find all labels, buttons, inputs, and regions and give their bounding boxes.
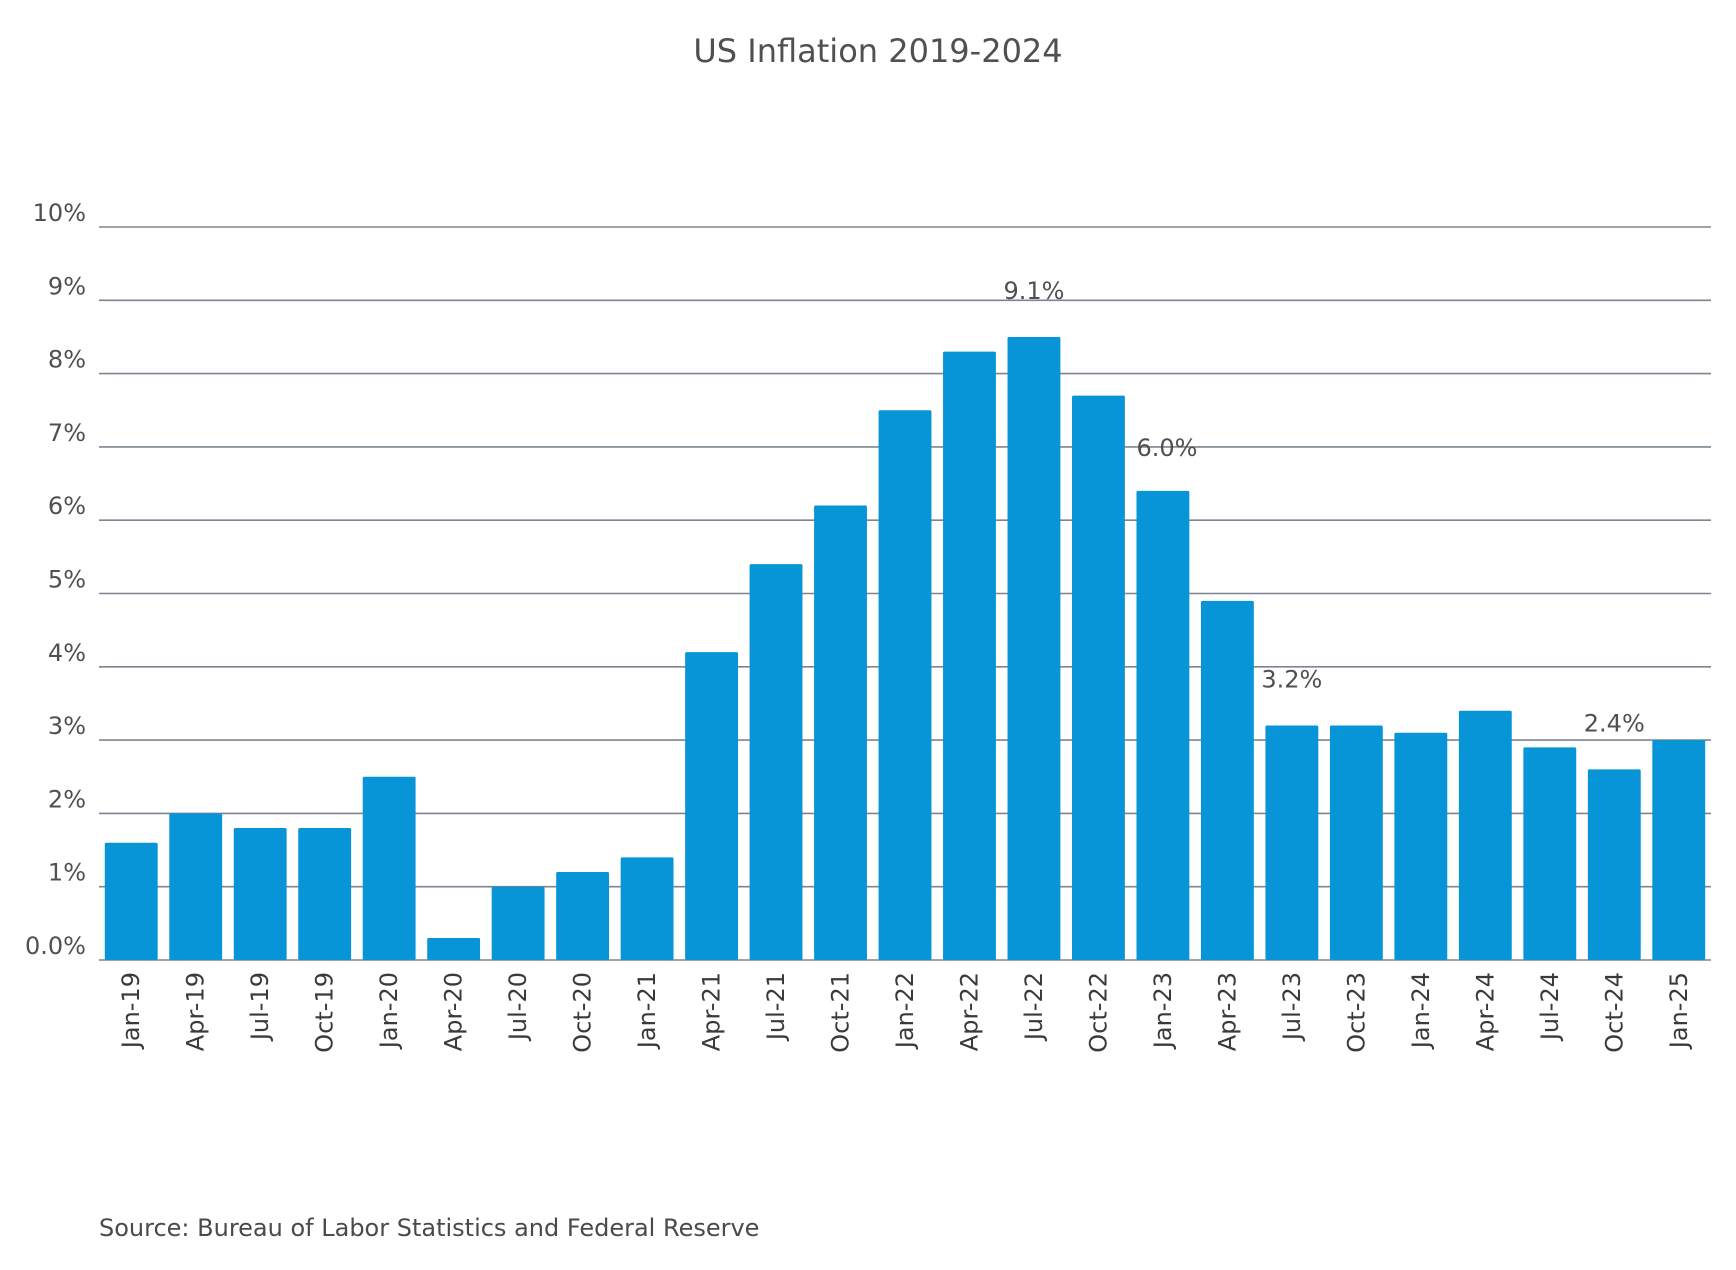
bar-oct-21	[814, 505, 867, 960]
bar-jul-21	[749, 564, 803, 960]
y-tick-label: 9%	[48, 272, 86, 300]
x-tick-label: Jul-20	[504, 972, 532, 1042]
y-tick-label: 8%	[48, 346, 86, 374]
bars	[104, 336, 1706, 961]
bar-jan-24	[1394, 732, 1448, 960]
x-tick-label: Oct-19	[311, 972, 339, 1053]
y-tick-label: 5%	[48, 566, 86, 594]
x-tick-label: Jan-19	[117, 972, 145, 1050]
bar-jan-21	[620, 857, 674, 960]
chart-title: US Inflation 2019-2024	[693, 32, 1062, 70]
x-tick-label: Jan-22	[891, 972, 919, 1050]
y-tick-label: 7%	[48, 419, 86, 447]
data-label: 3.2%	[1261, 665, 1322, 693]
x-tick-label: Jul-21	[762, 972, 790, 1042]
x-tick-label: Apr-21	[698, 972, 726, 1051]
bar-apr-21	[685, 652, 738, 960]
x-tick-label: Oct-23	[1342, 972, 1370, 1053]
y-tick-label: 2%	[48, 785, 86, 813]
bar-apr-22	[943, 351, 996, 960]
bar-apr-19	[169, 813, 223, 960]
bar-oct-23	[1329, 725, 1383, 960]
y-tick-label: 6%	[48, 492, 86, 520]
x-tick-label: Apr-22	[955, 972, 983, 1051]
bar-jul-22	[1007, 336, 1061, 960]
x-tick-label: Jul-22	[1020, 972, 1048, 1042]
y-tick-label: 4%	[48, 639, 86, 667]
x-tick-label: Oct-24	[1600, 972, 1628, 1053]
x-tick-label: Oct-21	[827, 972, 855, 1053]
x-tick-label: Apr-20	[440, 972, 468, 1051]
bar-jan-20	[362, 776, 416, 960]
x-tick-label: Jan-24	[1407, 972, 1435, 1050]
data-label: 6.0%	[1136, 434, 1197, 462]
x-axis-tick-labels: Jan-19 Apr-19 Jul-19 Oct-19 Jan-20 Apr-20 Jul-…	[117, 972, 1693, 1053]
x-tick-label: Oct-20	[569, 972, 597, 1053]
x-tick-label: Jul-23	[1278, 972, 1306, 1042]
x-tick-label: Oct-22	[1084, 972, 1112, 1053]
y-tick-label: 3%	[48, 712, 86, 740]
data-label: 9.1%	[1003, 277, 1064, 305]
bar-jan-25	[1652, 740, 1706, 960]
bar-oct-24	[1587, 769, 1641, 960]
x-tick-label: Apr-23	[1213, 972, 1241, 1051]
bar-jan-23	[1136, 490, 1190, 960]
bar-apr-24	[1458, 710, 1512, 960]
x-tick-label: Jan-23	[1149, 972, 1177, 1050]
data-label: 2.4%	[1584, 709, 1645, 737]
annotations: 9.1% 6.0% 3.2% 2.4%	[1003, 277, 1644, 737]
y-axis-tick-labels: 0.0% 1% 2% 3% 4% 5% 6% 7% 8% 9% 10%	[25, 199, 86, 960]
x-tick-label: Apr-24	[1471, 972, 1499, 1051]
bar-apr-20	[427, 938, 481, 960]
bar-oct-22	[1072, 395, 1125, 961]
bar-oct-20	[556, 872, 610, 960]
bar-jul-24	[1523, 747, 1577, 960]
x-tick-label: Jan-20	[375, 972, 403, 1050]
x-tick-label: Apr-19	[182, 972, 210, 1051]
bar-jul-19	[233, 828, 287, 960]
bar-apr-23	[1200, 600, 1254, 960]
y-tick-label: 1%	[48, 859, 86, 887]
x-tick-label: Jul-19	[246, 972, 274, 1042]
bar-jan-22	[878, 410, 932, 960]
bar-jan-19	[104, 842, 158, 960]
source-note: Source: Bureau of Labor Statistics and F…	[99, 1214, 759, 1242]
x-tick-label: Jan-25	[1665, 972, 1693, 1050]
bar-jul-20	[491, 886, 545, 960]
x-tick-label: Jan-21	[633, 972, 661, 1050]
y-tick-label: 10%	[33, 199, 86, 227]
y-tick-label: 0.0%	[25, 932, 86, 960]
bar-jul-23	[1265, 725, 1319, 960]
bar-oct-19	[298, 828, 352, 960]
x-tick-label: Jul-24	[1536, 972, 1564, 1042]
